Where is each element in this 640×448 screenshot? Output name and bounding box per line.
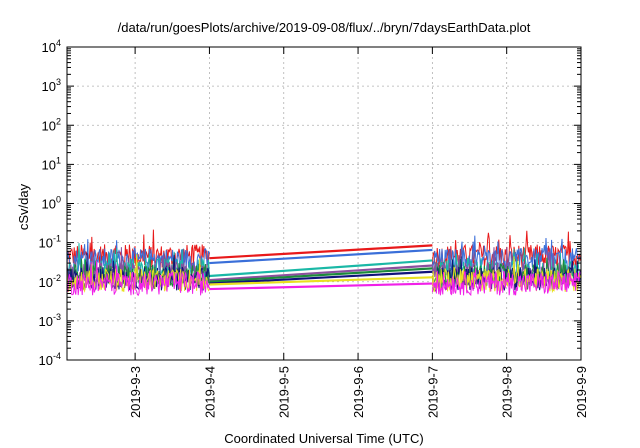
x-tick-label: 2019-9-7 bbox=[425, 366, 440, 418]
x-tick-label: 2019-9-8 bbox=[500, 366, 515, 418]
series-8-segment-2 bbox=[431, 268, 581, 297]
series-8-segment-1 bbox=[66, 260, 210, 297]
series-line-3 bbox=[209, 259, 433, 278]
series-layer bbox=[66, 229, 581, 297]
series-line-2 bbox=[209, 248, 433, 265]
series-line-8 bbox=[209, 282, 433, 291]
series-2-segment-1 bbox=[66, 239, 210, 274]
series-line-5 bbox=[209, 267, 433, 283]
x-tick-label: 2019-9-5 bbox=[277, 366, 292, 418]
series-line-7 bbox=[209, 276, 433, 286]
x-tick-label: 2019-9-3 bbox=[128, 366, 143, 418]
series-line-6 bbox=[209, 270, 433, 285]
chart-title: /data/run/goesPlots/archive/2019-09-08/f… bbox=[118, 20, 531, 35]
x-axis-label: Coordinated Universal Time (UTC) bbox=[224, 431, 423, 446]
x-tick-label: 2019-9-6 bbox=[351, 366, 366, 418]
x-tick-label: 2019-9-9 bbox=[574, 366, 589, 418]
x-tick-label: 2019-9-4 bbox=[202, 366, 217, 418]
y-axis-label: cSv/day bbox=[16, 183, 31, 230]
series-line-4 bbox=[209, 264, 433, 282]
series-line-1 bbox=[209, 244, 433, 260]
